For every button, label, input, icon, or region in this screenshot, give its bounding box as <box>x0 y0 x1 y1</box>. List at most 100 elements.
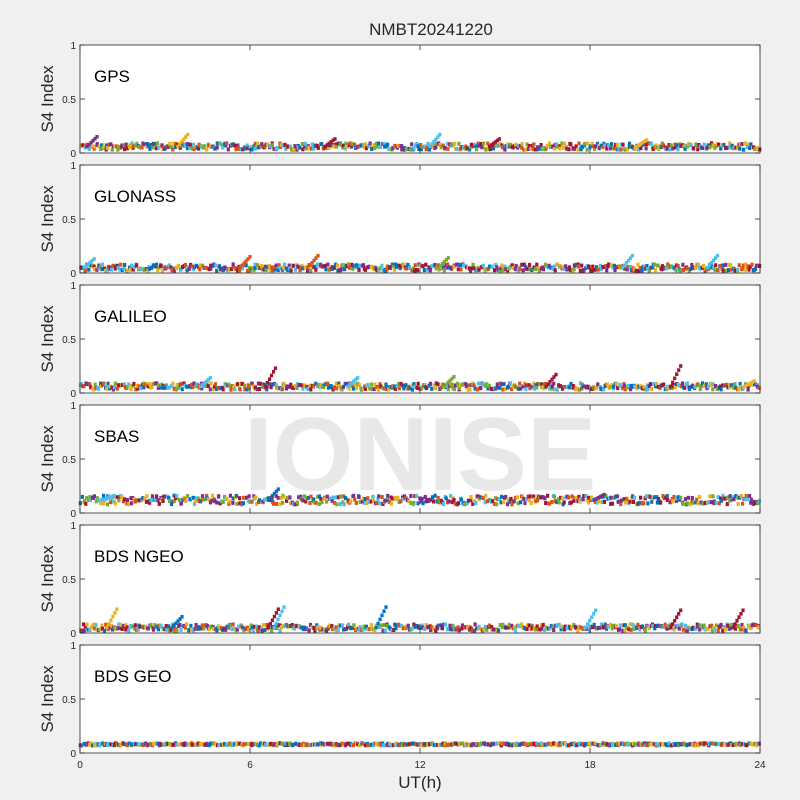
data-point <box>320 142 324 146</box>
data-point <box>539 623 544 628</box>
data-point <box>635 626 639 630</box>
data-point <box>567 265 572 270</box>
data-point <box>400 144 404 149</box>
data-points <box>79 253 762 273</box>
data-point <box>102 628 106 633</box>
data-point <box>498 268 502 273</box>
data-point <box>567 147 571 152</box>
data-point <box>628 499 632 504</box>
data-point <box>738 385 743 390</box>
data-point <box>452 265 456 269</box>
data-point <box>609 501 613 506</box>
y-axis-label: S4 Index <box>38 65 57 133</box>
data-point <box>524 147 528 152</box>
data-point <box>166 145 170 149</box>
data-point <box>272 742 276 747</box>
data-point <box>509 496 513 501</box>
data-point <box>248 499 252 504</box>
data-point <box>324 267 328 272</box>
data-point <box>291 263 295 268</box>
data-point <box>308 501 312 505</box>
data-point <box>149 623 153 628</box>
data-point <box>655 382 659 386</box>
data-point <box>156 627 160 632</box>
data-point <box>344 627 348 631</box>
data-point <box>749 497 753 502</box>
data-point <box>408 266 412 271</box>
data-point <box>694 626 698 631</box>
data-point <box>317 502 321 506</box>
data-point <box>352 493 356 498</box>
highlight-point <box>715 253 720 258</box>
data-point <box>683 146 687 151</box>
data-point <box>218 267 223 272</box>
data-point <box>194 496 199 501</box>
data-point <box>88 498 93 502</box>
data-point <box>662 625 666 630</box>
data-point <box>564 264 568 269</box>
data-point <box>484 493 488 498</box>
data-point <box>665 146 669 151</box>
data-point <box>110 147 114 152</box>
data-point <box>283 623 287 628</box>
data-point <box>440 385 444 390</box>
data-point <box>420 385 424 390</box>
data-point <box>197 625 201 630</box>
data-point <box>605 742 609 747</box>
highlight-point <box>273 366 278 370</box>
data-point <box>285 496 290 500</box>
data-point <box>456 262 460 267</box>
data-point <box>358 627 362 632</box>
data-point <box>638 627 642 632</box>
data-point <box>82 384 86 389</box>
data-point <box>526 147 531 151</box>
data-point <box>477 143 481 148</box>
data-point <box>93 144 97 149</box>
data-point <box>221 627 225 632</box>
data-point <box>514 142 518 147</box>
data-point <box>469 145 473 149</box>
data-point <box>510 743 514 748</box>
data-point <box>106 381 110 386</box>
highlight-point <box>184 135 188 139</box>
highlight-point <box>384 605 388 609</box>
data-point <box>141 496 145 501</box>
data-point <box>322 385 326 389</box>
data-point <box>647 268 651 273</box>
data-point <box>404 147 408 152</box>
data-point <box>554 142 558 147</box>
data-point <box>221 143 225 148</box>
data-point <box>665 494 669 498</box>
data-point <box>241 501 245 506</box>
data-point <box>681 268 685 272</box>
data-point <box>225 141 229 146</box>
data-point <box>295 500 299 505</box>
data-point <box>492 502 497 506</box>
data-point <box>736 502 740 506</box>
data-point <box>694 142 698 147</box>
data-point <box>260 264 264 269</box>
y-axis-label: S4 Index <box>38 665 57 733</box>
data-point <box>486 141 490 146</box>
data-point <box>330 624 334 629</box>
data-point <box>357 495 361 499</box>
data-point <box>201 263 205 268</box>
data-point <box>231 265 235 269</box>
data-point <box>352 264 356 269</box>
highlight-point <box>552 375 556 379</box>
data-point <box>180 387 184 392</box>
highlight-point <box>107 622 111 626</box>
data-point <box>337 384 341 389</box>
data-point <box>487 623 492 628</box>
data-point <box>500 494 504 499</box>
data-point <box>243 742 247 747</box>
data-point <box>424 623 428 627</box>
data-point <box>743 267 747 272</box>
data-point <box>334 628 338 633</box>
data-point <box>309 387 313 392</box>
highlight-point <box>586 622 590 626</box>
data-point <box>319 625 323 630</box>
highlight-point <box>270 493 274 498</box>
data-point <box>557 500 561 505</box>
data-point <box>98 264 103 269</box>
